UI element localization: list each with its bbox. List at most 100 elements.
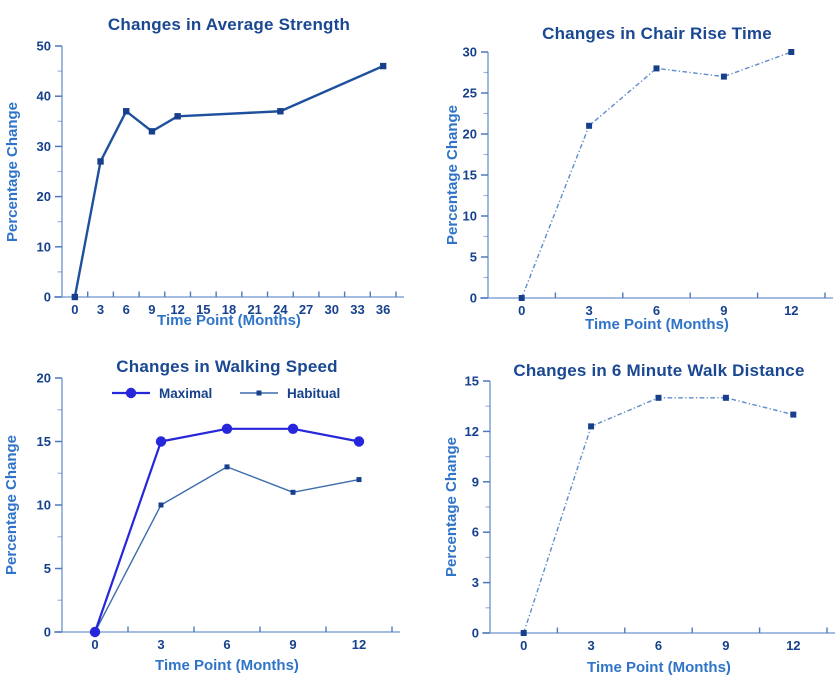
y-tick-label: 15 [465, 374, 479, 389]
y-tick-label: 15 [37, 434, 51, 449]
y-tick-label: 5 [44, 561, 51, 576]
data-point-square [71, 293, 79, 301]
y-tick-label: 5 [470, 250, 477, 265]
data-point-square [588, 423, 595, 430]
x-tick-label: 6 [123, 302, 130, 317]
x-tick-label: 12 [352, 637, 366, 652]
axes [482, 381, 835, 634]
data-point-square [174, 113, 181, 120]
data-point-square [277, 108, 284, 115]
series-group [520, 394, 797, 636]
y-ticks: 0 5 10 15 20 [37, 371, 62, 640]
x-tick-label: 21 [247, 302, 261, 317]
x-tick-label: 6 [223, 637, 230, 652]
y-tick-label: 3 [472, 575, 479, 590]
x-ticks: 0 3 6 9 12 [91, 626, 393, 652]
series-line-habitual [94, 466, 360, 633]
x-tick-label: 18 [222, 302, 236, 317]
data-point-square [379, 62, 387, 70]
x-tick-label: 3 [157, 637, 164, 652]
data-point-square [356, 477, 362, 483]
data-point-circle [353, 436, 365, 447]
y-axis-label: Percentage Change [444, 104, 461, 246]
x-tick-label: 3 [97, 302, 104, 317]
y-tick-label: 0 [472, 626, 479, 641]
y-tick-label: 20 [37, 189, 51, 204]
chart-chair-rise-time: 0 5 10 15 20 25 30 0 3 6 9 12 Changes in Chair Rise… [420, 0, 840, 345]
series-line-maximal [93, 427, 360, 633]
x-tick-label: 24 [273, 302, 288, 317]
y-tick-label: 40 [37, 89, 51, 104]
x-tick-label: 30 [325, 302, 339, 317]
x-tick-label: 0 [520, 638, 527, 653]
y-tick-label: 0 [44, 290, 51, 305]
x-ticks: 0 3 6 9 12 [518, 292, 826, 318]
chart-title: Changes in Walking Speed [116, 357, 338, 376]
data-point-square [653, 65, 660, 72]
data-point-square [790, 411, 797, 418]
x-axis-label: Time Point (Months) [155, 657, 299, 674]
y-tick-label: 30 [463, 45, 477, 60]
x-tick-label: 6 [655, 638, 662, 653]
x-tick-label: 12 [170, 302, 184, 317]
x-ticks: 0 3 6 9 12 [520, 627, 828, 653]
chart-title: Changes in 6 Minute Walk Distance [513, 361, 805, 380]
series-group [89, 423, 365, 638]
plot-area-six-minute-walk: 0 3 6 9 12 15 0 3 6 9 12 [465, 374, 835, 653]
y-tick-label: 20 [37, 371, 51, 386]
y-ticks: 0 10 20 30 40 50 [37, 39, 62, 305]
axes [480, 52, 833, 299]
data-point-circle [125, 387, 137, 399]
series-group [71, 62, 387, 301]
y-tick-label: 10 [463, 209, 477, 224]
x-tick-label: 3 [587, 638, 594, 653]
data-point-square [148, 128, 156, 135]
x-tick-label: 27 [299, 302, 313, 317]
x-tick-label: 9 [148, 302, 155, 317]
x-tick-label: 3 [585, 303, 592, 318]
series-group [518, 49, 795, 301]
data-point-square [256, 390, 262, 396]
data-point-square [518, 295, 525, 301]
x-tick-label: 9 [720, 303, 727, 318]
series-line-6-minute-walk-distance [523, 397, 794, 634]
x-tick-label: 9 [289, 637, 296, 652]
data-point-square [655, 394, 662, 401]
y-tick-label: 10 [37, 239, 51, 254]
y-tick-label: 6 [472, 525, 479, 540]
y-tick-label: 0 [44, 625, 51, 640]
y-axis-label: Percentage Change [4, 101, 21, 243]
x-axis-label: Time Point (Months) [157, 312, 301, 329]
y-ticks: 0 3 6 9 12 15 [465, 374, 490, 641]
y-tick-label: 20 [463, 127, 477, 142]
x-tick-label: 0 [71, 302, 78, 317]
y-tick-label: 12 [465, 424, 479, 439]
chart-title: Changes in Chair Rise Time [542, 24, 772, 43]
x-tick-label: 33 [350, 302, 364, 317]
data-point-square [290, 489, 296, 495]
data-point-square [158, 502, 164, 508]
x-tick-label: 36 [376, 302, 390, 317]
x-ticks: 0 3 6 9 12 15 18 21 24 27 30 33 36 [71, 291, 397, 317]
x-tick-label: 0 [518, 303, 525, 318]
x-tick-label: 12 [786, 638, 800, 653]
data-point-square [97, 158, 104, 165]
data-point-square [224, 464, 230, 470]
y-tick-label: 25 [463, 86, 477, 101]
data-point-square [788, 49, 795, 55]
data-point-circle [221, 423, 233, 434]
data-point-circle [155, 436, 167, 447]
plot-area-chair-rise-time: 0 5 10 15 20 25 30 0 3 6 9 12 [463, 45, 833, 318]
chart-six-minute-walk: 0 3 6 9 12 15 0 3 6 9 12 Changes in 6 Minute Walk … [420, 345, 840, 685]
chart-average-strength: 0 10 20 30 40 50 0 3 6 9 12 15 18 21 24 27 30 33 36 Change… [0, 0, 420, 345]
y-axis-label: Percentage Change [3, 434, 20, 576]
x-axis-label: Time Point (Months) [585, 316, 729, 333]
y-ticks: 0 5 10 15 20 25 30 [463, 45, 488, 306]
series-line-chair-rise-time [521, 51, 792, 299]
plot-area-walking-speed: 0 5 10 15 20 0 3 6 9 12 Maximal Habitual [37, 371, 400, 652]
y-tick-label: 30 [37, 139, 51, 154]
chart-walking-speed: 0 5 10 15 20 0 3 6 9 12 Maximal Habitual Changes in… [0, 345, 420, 685]
data-point-square [586, 122, 593, 129]
series-line-average-strength [73, 64, 384, 298]
